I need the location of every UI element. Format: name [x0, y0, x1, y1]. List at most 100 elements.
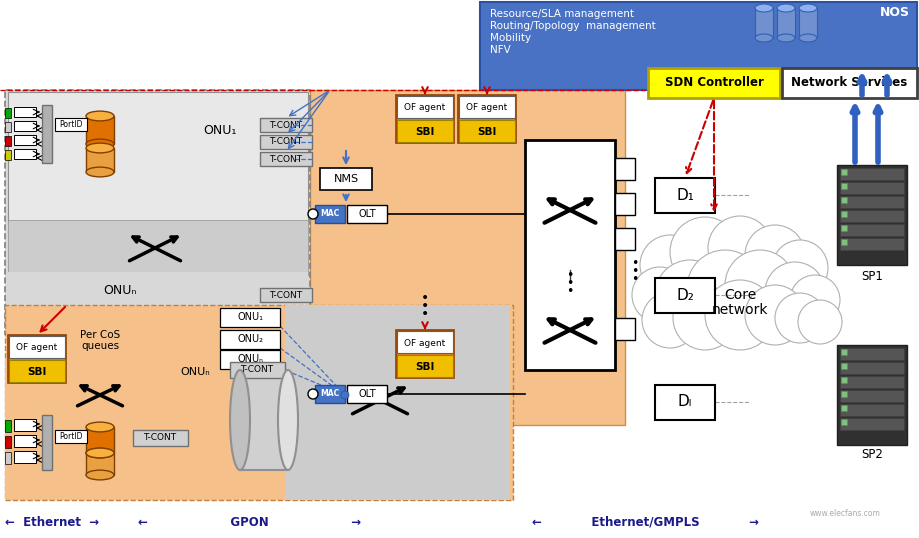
FancyBboxPatch shape [458, 95, 516, 143]
FancyBboxPatch shape [5, 358, 285, 498]
FancyBboxPatch shape [86, 116, 114, 144]
Text: SBI: SBI [415, 127, 435, 137]
FancyBboxPatch shape [799, 8, 817, 38]
FancyBboxPatch shape [14, 451, 36, 463]
FancyBboxPatch shape [5, 150, 11, 160]
Ellipse shape [86, 143, 114, 153]
Ellipse shape [86, 448, 114, 458]
FancyBboxPatch shape [615, 228, 635, 250]
FancyBboxPatch shape [655, 178, 715, 213]
Text: Core: Core [724, 288, 756, 302]
FancyBboxPatch shape [777, 8, 795, 38]
Text: OF agent: OF agent [17, 343, 58, 352]
Text: ONUₙ: ONUₙ [103, 284, 137, 296]
Circle shape [341, 391, 349, 399]
Text: Mobility: Mobility [490, 33, 531, 43]
Text: PortID: PortID [59, 120, 83, 129]
Ellipse shape [230, 370, 250, 470]
Ellipse shape [86, 139, 114, 149]
FancyBboxPatch shape [14, 419, 36, 431]
FancyBboxPatch shape [396, 95, 454, 143]
FancyBboxPatch shape [220, 308, 280, 327]
Text: NOS: NOS [880, 5, 910, 18]
FancyBboxPatch shape [9, 336, 65, 358]
FancyBboxPatch shape [55, 118, 87, 131]
FancyBboxPatch shape [397, 120, 453, 142]
Ellipse shape [755, 34, 773, 42]
Circle shape [725, 250, 795, 320]
Ellipse shape [799, 34, 817, 42]
FancyBboxPatch shape [841, 211, 847, 217]
Text: Dₗ: Dₗ [678, 394, 692, 409]
Text: ONU₂: ONU₂ [237, 335, 263, 344]
FancyBboxPatch shape [840, 390, 904, 402]
FancyBboxPatch shape [841, 225, 847, 231]
Text: MAC: MAC [321, 209, 340, 218]
Text: network: network [711, 303, 768, 317]
Circle shape [798, 300, 842, 344]
FancyBboxPatch shape [840, 182, 904, 194]
Text: NFV: NFV [490, 45, 511, 55]
FancyBboxPatch shape [840, 238, 904, 250]
FancyBboxPatch shape [14, 135, 36, 145]
FancyBboxPatch shape [86, 427, 114, 453]
FancyBboxPatch shape [347, 385, 387, 403]
FancyBboxPatch shape [397, 331, 453, 353]
FancyBboxPatch shape [260, 135, 312, 149]
FancyBboxPatch shape [841, 239, 847, 245]
FancyBboxPatch shape [841, 349, 847, 355]
FancyBboxPatch shape [459, 120, 515, 142]
Text: •: • [421, 291, 429, 305]
FancyBboxPatch shape [260, 118, 312, 132]
FancyBboxPatch shape [310, 90, 625, 425]
Circle shape [308, 209, 318, 219]
FancyBboxPatch shape [260, 288, 312, 302]
FancyBboxPatch shape [86, 148, 114, 172]
Text: queues: queues [81, 341, 119, 351]
FancyBboxPatch shape [8, 220, 308, 275]
FancyBboxPatch shape [841, 183, 847, 189]
Text: SP1: SP1 [861, 271, 883, 284]
Text: D₁: D₁ [676, 188, 694, 202]
Ellipse shape [86, 470, 114, 480]
Text: ←            Ethernet/GMPLS            →: ← Ethernet/GMPLS → [531, 515, 758, 528]
Text: Per CoS: Per CoS [80, 330, 120, 340]
Text: MAC: MAC [321, 390, 340, 399]
FancyBboxPatch shape [840, 376, 904, 388]
FancyBboxPatch shape [133, 430, 188, 446]
FancyBboxPatch shape [86, 453, 114, 475]
FancyBboxPatch shape [320, 168, 372, 190]
FancyBboxPatch shape [615, 193, 635, 215]
FancyBboxPatch shape [397, 355, 453, 377]
FancyBboxPatch shape [755, 8, 773, 38]
Ellipse shape [777, 4, 795, 12]
Circle shape [745, 225, 805, 285]
FancyBboxPatch shape [480, 2, 917, 90]
FancyBboxPatch shape [840, 418, 904, 430]
FancyBboxPatch shape [14, 121, 36, 131]
Text: •: • [421, 299, 429, 313]
FancyBboxPatch shape [42, 415, 52, 470]
Text: SBI: SBI [415, 362, 435, 372]
Text: ONU₁: ONU₁ [237, 313, 263, 322]
Text: •: • [631, 273, 639, 286]
Text: •: • [566, 268, 573, 281]
FancyBboxPatch shape [315, 205, 345, 223]
FancyBboxPatch shape [14, 149, 36, 159]
FancyBboxPatch shape [240, 370, 288, 470]
FancyBboxPatch shape [841, 419, 847, 425]
FancyBboxPatch shape [841, 391, 847, 397]
Circle shape [745, 285, 805, 345]
Text: OF agent: OF agent [404, 103, 446, 112]
Circle shape [655, 260, 725, 330]
FancyBboxPatch shape [260, 152, 312, 166]
Text: Routing/Topology  management: Routing/Topology management [490, 21, 656, 31]
Text: SDN Controller: SDN Controller [664, 76, 764, 89]
FancyBboxPatch shape [655, 278, 715, 313]
FancyBboxPatch shape [5, 122, 11, 132]
FancyBboxPatch shape [42, 105, 52, 163]
FancyBboxPatch shape [220, 330, 280, 349]
Ellipse shape [86, 448, 114, 458]
Text: •: • [631, 257, 639, 270]
FancyBboxPatch shape [285, 305, 510, 500]
